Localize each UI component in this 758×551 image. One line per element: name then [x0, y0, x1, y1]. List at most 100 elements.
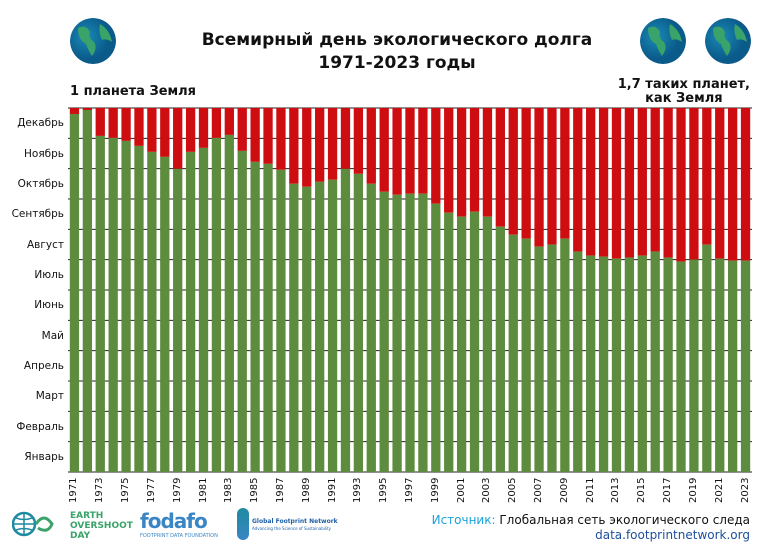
year-label: 1983 [223, 477, 235, 503]
month-label: Сентябрь [11, 208, 64, 221]
overshoot-bar-1994 [366, 183, 376, 472]
debt-bar-2015 [637, 108, 647, 256]
debt-bar-1999 [431, 108, 441, 204]
logo1-line2: OVERSHOOT [70, 521, 133, 531]
overshoot-bar-1981 [198, 147, 209, 472]
debt-bar-2002 [469, 108, 480, 212]
debt-bar-1991 [327, 108, 338, 180]
debt-bar-1978 [160, 108, 170, 157]
overshoot-bar-1971 [69, 113, 80, 473]
overshoot-bar-1995 [379, 191, 389, 472]
source-url-link[interactable]: data.footprintnetwork.org [595, 528, 750, 542]
source-line: Источник: Глобальная сеть экологического… [432, 513, 750, 527]
logo1-line1: EARTH [70, 511, 104, 521]
month-label: Март [35, 390, 64, 403]
debt-bar-1979 [173, 108, 183, 169]
overshoot-bar-2011 [586, 255, 596, 472]
debt-bar-2013 [611, 108, 622, 259]
debt-bar-1998 [418, 108, 428, 194]
month-label: Апрель [23, 359, 64, 372]
year-label: 2021 [713, 477, 725, 503]
debt-bar-2003 [482, 108, 493, 217]
overshoot-bar-1996 [392, 194, 402, 472]
year-label: 1993 [352, 477, 364, 503]
overshoot-bar-2010 [573, 251, 583, 472]
overshoot-bar-1973 [95, 135, 105, 473]
one-planet-label: 1 планета Земля [70, 84, 197, 99]
debt-bar-1975 [121, 108, 131, 141]
debt-bar-1997 [405, 108, 415, 194]
earth-overshoot-day-text: EARTH OVERSHOOT DAY [70, 511, 133, 541]
debt-bar-2005 [508, 108, 518, 235]
debt-bar-2017 [663, 108, 673, 258]
debt-bar-1980 [185, 108, 196, 152]
overshoot-bar-1977 [147, 151, 157, 472]
overshoot-bar-1975 [121, 140, 131, 472]
overshoot-bar-2005 [508, 234, 518, 472]
debt-bar-2009 [560, 108, 570, 239]
year-label: 2009 [558, 477, 570, 503]
year-label: 1989 [300, 477, 312, 503]
overshoot-bar-2017 [663, 257, 673, 472]
overshoot-bar-1990 [315, 181, 325, 473]
fodafo-subtitle: FOOTPRINT DATA FOUNDATION [140, 533, 218, 539]
year-label: 1973 [94, 477, 106, 503]
overshoot-bar-2022 [727, 260, 738, 472]
overshoot-bar-1989 [302, 186, 312, 472]
debt-bar-1995 [379, 108, 389, 192]
year-label: 1975 [120, 477, 132, 503]
debt-bar-2006 [521, 108, 531, 239]
year-label: 2001 [455, 477, 467, 503]
month-label: Май [41, 329, 64, 342]
debt-bar-2016 [650, 108, 660, 252]
overshoot-bar-2002 [469, 211, 480, 472]
debt-bar-1990 [315, 108, 325, 182]
debt-bar-1976 [134, 108, 144, 146]
debt-bar-1983 [224, 108, 234, 135]
debt-bar-2008 [547, 108, 557, 245]
overshoot-bar-1992 [340, 168, 351, 472]
planets-needed-label: 1,7 таких планет, как Земля [618, 78, 750, 106]
planets-needed-line1: 1,7 таких планет, [617, 77, 750, 92]
overshoot-bar-1978 [160, 156, 170, 472]
debt-bar-2021 [715, 108, 725, 259]
overshoot-bar-2020 [702, 244, 712, 472]
month-label: Август [27, 238, 64, 251]
overshoot-bar-2018 [676, 261, 686, 472]
month-label: Июнь [34, 299, 64, 312]
debt-bar-1977 [147, 108, 157, 152]
earth-globe-icon [640, 18, 686, 64]
overshoot-bar-1985 [250, 161, 260, 472]
debt-bar-2020 [702, 108, 712, 245]
debt-bar-1982 [211, 108, 222, 138]
overshoot-bar-1974 [108, 137, 118, 473]
debt-bar-1972 [82, 108, 93, 110]
fodafo-logo: fodafo [140, 509, 208, 533]
debt-bar-1974 [108, 108, 118, 138]
debt-bar-2012 [598, 108, 609, 257]
chart-title-line2: 1971-2023 годы [318, 53, 476, 73]
year-label: 1977 [145, 477, 157, 503]
debt-bar-2004 [495, 108, 505, 227]
debt-bar-2001 [456, 108, 467, 217]
debt-bar-1988 [289, 108, 299, 184]
month-label: Июль [34, 268, 64, 281]
overshoot-bar-1997 [405, 193, 415, 472]
overshoot-bar-2006 [521, 238, 531, 472]
source-label: Источник: [431, 513, 496, 527]
overshoot-bar-2004 [495, 226, 505, 472]
debt-bar-2011 [586, 108, 596, 256]
overshoot-bar-1988 [289, 183, 299, 472]
overshoot-bar-2015 [637, 255, 647, 472]
year-label: 2007 [533, 477, 545, 503]
overshoot-bar-2023 [740, 260, 751, 472]
source-text: Глобальная сеть экологического следа [499, 513, 750, 527]
debt-bar-2022 [727, 108, 738, 261]
month-label: Декабрь [17, 117, 64, 130]
overshoot-bar-1998 [418, 193, 428, 472]
month-label: Ноябрь [24, 147, 64, 160]
debt-bar-1989 [302, 108, 312, 187]
footprint-icon [237, 508, 249, 540]
overshoot-bar-1993 [353, 173, 364, 472]
debt-bar-2019 [689, 108, 699, 260]
